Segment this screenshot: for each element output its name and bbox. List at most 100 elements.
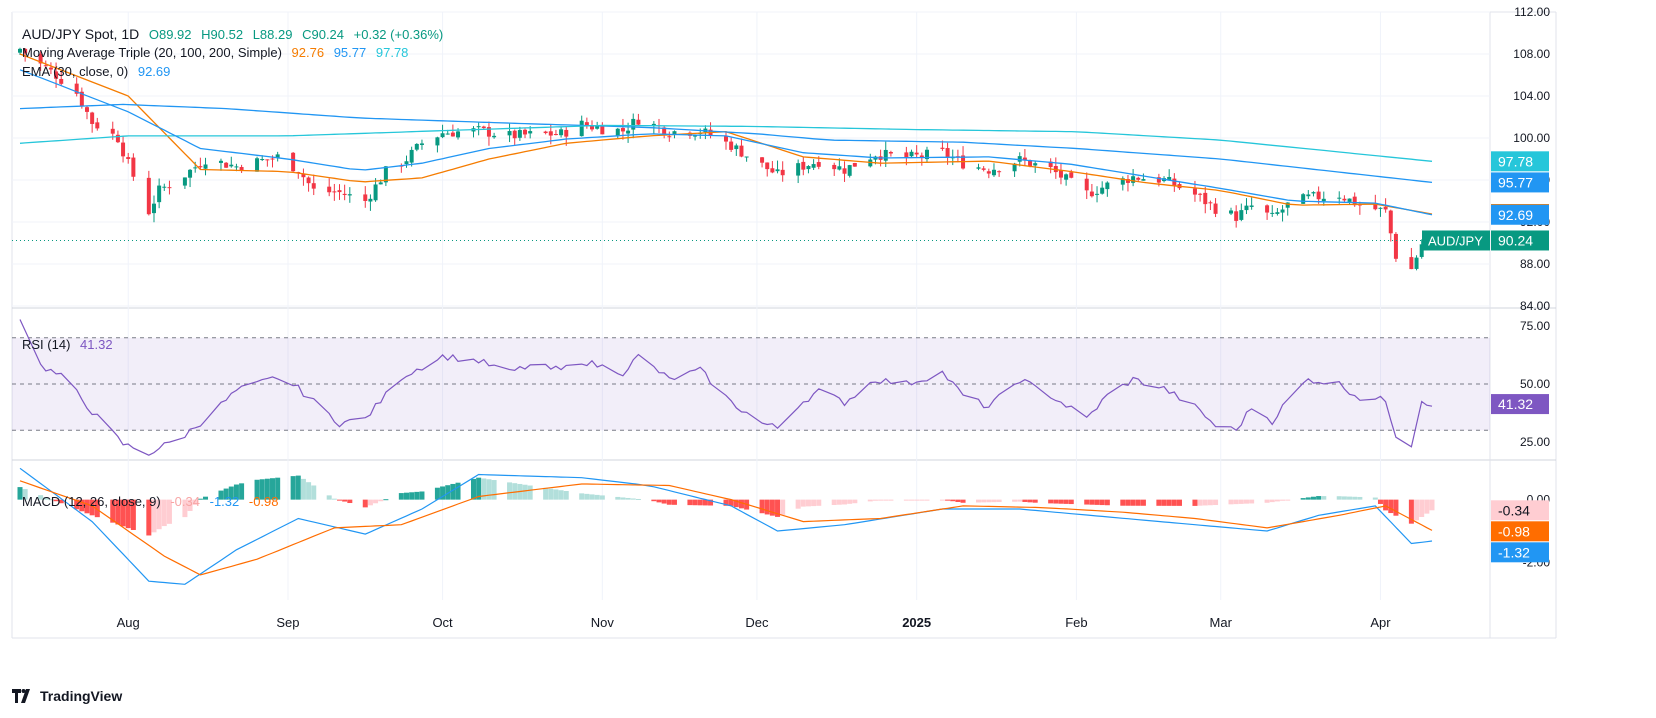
candle-body bbox=[378, 182, 383, 185]
macd-histogram-bar bbox=[192, 499, 198, 505]
macd-histogram-bar bbox=[1336, 496, 1342, 500]
price-tick-label: 112.00 bbox=[1514, 5, 1550, 19]
macd-histogram-bar bbox=[919, 499, 925, 501]
macd-histogram-bar bbox=[1048, 499, 1054, 504]
macd-histogram-bar bbox=[945, 499, 951, 501]
macd-histogram-bar bbox=[1032, 499, 1038, 503]
macd-histogram-bar bbox=[156, 499, 162, 530]
candle-body bbox=[672, 131, 677, 135]
macd-histogram-bar bbox=[769, 499, 775, 516]
x-tick-label: Apr bbox=[1370, 615, 1391, 630]
macd-histogram-bar bbox=[110, 499, 116, 523]
candle-body bbox=[1167, 176, 1172, 180]
candle-body bbox=[919, 155, 924, 157]
tradingview-logo[interactable]: TradingView bbox=[12, 688, 122, 704]
candle-body bbox=[1419, 244, 1424, 257]
macd-histogram-bar bbox=[1120, 499, 1126, 506]
macd-histogram-bar bbox=[775, 499, 781, 517]
macd-histogram-bar bbox=[486, 479, 492, 500]
candle-body bbox=[203, 164, 208, 169]
candle-body bbox=[1393, 233, 1398, 259]
macd-histogram-bar bbox=[326, 495, 332, 500]
macd-histogram-bar bbox=[867, 499, 873, 502]
candle-body bbox=[904, 152, 909, 158]
symbol-tag-label: AUD/JPY bbox=[1428, 233, 1483, 248]
macd-histogram-bar bbox=[800, 499, 806, 507]
macd-histogram-bar bbox=[733, 499, 739, 508]
macd-histogram-bar bbox=[1099, 499, 1105, 506]
candle-body bbox=[342, 193, 347, 195]
macd-histogram-bar bbox=[434, 487, 440, 500]
macd-histogram-bar bbox=[1388, 499, 1394, 514]
candle-body bbox=[770, 168, 775, 173]
macd-histogram-bar bbox=[630, 498, 636, 500]
candle-body bbox=[559, 129, 564, 136]
macd-histogram-bar bbox=[1197, 499, 1203, 506]
macd-histogram-bar bbox=[1176, 499, 1182, 506]
candle-body bbox=[1033, 163, 1038, 166]
macd-value: -1.32 bbox=[209, 494, 240, 509]
candle-body bbox=[383, 166, 388, 183]
candle-body bbox=[1141, 179, 1146, 181]
macd-histogram-bar bbox=[558, 490, 564, 500]
macd-histogram-bar bbox=[146, 499, 152, 536]
macd-histogram-bar bbox=[1372, 497, 1378, 500]
macd-histogram-bar bbox=[1341, 496, 1347, 500]
candle-body bbox=[1301, 194, 1306, 204]
candle-body bbox=[255, 158, 260, 172]
macd-histogram-bar bbox=[759, 499, 765, 514]
candle-body bbox=[1084, 178, 1089, 191]
macd-histogram-bar bbox=[290, 476, 296, 500]
macd-histogram-bar bbox=[939, 499, 945, 501]
macd-histogram-bar bbox=[1130, 499, 1136, 506]
macd-histogram-bar bbox=[1419, 499, 1425, 517]
candle-body bbox=[1306, 194, 1311, 197]
macd-histogram-bar bbox=[1053, 499, 1059, 504]
candle-body bbox=[744, 156, 749, 158]
ema-legend[interactable]: EMA (30, close, 0) 92.69 bbox=[22, 63, 176, 81]
macd-histogram-bar bbox=[1269, 499, 1275, 503]
candle-body bbox=[662, 127, 667, 136]
candle-body bbox=[976, 167, 981, 169]
ohlc-close: C90.24 bbox=[302, 27, 345, 42]
candle-body bbox=[888, 151, 893, 154]
macd-histogram-bar bbox=[259, 479, 265, 500]
candle-body bbox=[162, 186, 167, 188]
rsi-legend[interactable]: RSI (14) 41.32 bbox=[22, 336, 119, 354]
macd-histogram-bar bbox=[1104, 499, 1110, 506]
macd-histogram-bar bbox=[275, 477, 281, 500]
candle-body bbox=[651, 123, 656, 126]
candle-body bbox=[693, 135, 698, 137]
macd-histogram-bar bbox=[831, 499, 837, 505]
candle-body bbox=[847, 165, 852, 176]
macd-histogram-bar bbox=[74, 499, 80, 510]
macd-histogram-bar bbox=[79, 499, 85, 512]
candle-body bbox=[1342, 198, 1347, 201]
macd-legend[interactable]: MACD (12, 26, close, 9) -0.34 -1.32 -0.9… bbox=[22, 493, 285, 511]
ma20-value: 92.76 bbox=[291, 45, 325, 60]
macd-histogram-bar bbox=[764, 499, 770, 515]
macd-histogram-bar bbox=[300, 478, 306, 500]
candle-body bbox=[914, 152, 919, 155]
price-legend: AUD/JPY Spot, 1D O89.92 H90.52 L88.29 C9… bbox=[22, 25, 449, 44]
ema-value: 92.69 bbox=[137, 64, 171, 79]
candle-body bbox=[260, 159, 265, 161]
symbol-title[interactable]: AUD/JPY Spot, 1D bbox=[22, 26, 140, 42]
candle-body bbox=[1239, 210, 1244, 220]
macd-histogram-bar bbox=[687, 499, 693, 506]
macd-histogram-bar bbox=[1408, 499, 1414, 524]
ma-legend[interactable]: Moving Average Triple (20, 100, 200, Sim… bbox=[22, 44, 414, 62]
candle-body bbox=[84, 107, 89, 112]
macd-histogram-bar bbox=[708, 499, 714, 506]
macd-histogram-bar bbox=[1243, 499, 1249, 504]
macd-histogram-bar bbox=[270, 478, 276, 500]
symbol-tag bbox=[1422, 230, 1490, 251]
macd-histogram-bar bbox=[450, 483, 456, 500]
candle-body bbox=[270, 158, 275, 160]
candle-body bbox=[450, 132, 455, 137]
macd-histogram-bar bbox=[1171, 499, 1177, 506]
candle-body bbox=[816, 162, 821, 167]
candle-body bbox=[1131, 176, 1136, 183]
candle-body bbox=[126, 157, 131, 159]
macd-histogram-bar bbox=[1166, 499, 1172, 506]
